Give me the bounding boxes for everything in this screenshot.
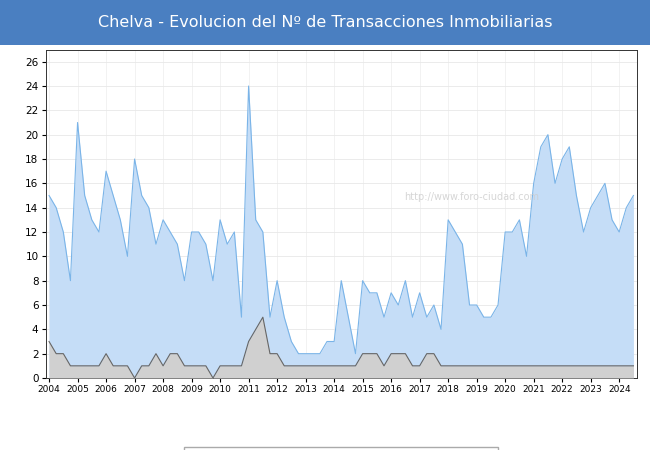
Legend: Viviendas Nuevas, Viviendas Usadas: Viviendas Nuevas, Viviendas Usadas [185,447,498,450]
Text: Chelva - Evolucion del Nº de Transacciones Inmobiliarias: Chelva - Evolucion del Nº de Transaccion… [98,15,552,30]
Text: http://www.foro-ciudad.com: http://www.foro-ciudad.com [404,192,539,202]
